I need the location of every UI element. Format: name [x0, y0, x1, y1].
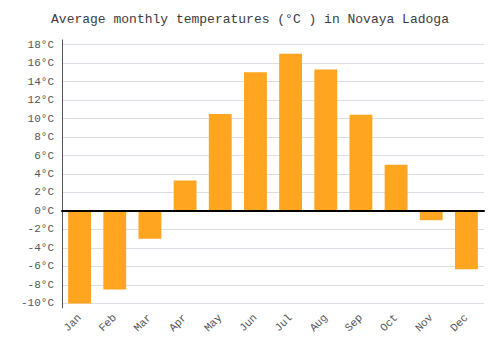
svg-text:18°C: 18°C [28, 39, 55, 51]
svg-text:10°C: 10°C [28, 113, 55, 125]
svg-text:-6°C: -6°C [28, 260, 55, 272]
svg-text:Sep: Sep [343, 312, 365, 334]
svg-text:4°C: 4°C [34, 168, 54, 180]
svg-text:Jul: Jul [272, 312, 294, 334]
svg-text:12°C: 12°C [28, 94, 55, 106]
svg-text:14°C: 14°C [28, 76, 55, 88]
svg-text:-8°C: -8°C [28, 279, 55, 291]
svg-text:-10°C: -10°C [21, 297, 54, 309]
svg-text:16°C: 16°C [28, 57, 55, 69]
svg-text:Apr: Apr [167, 312, 189, 334]
svg-text:Average monthly temperatures (: Average monthly temperatures (°C ) in No… [51, 12, 449, 27]
svg-text:-2°C: -2°C [28, 223, 55, 235]
svg-text:May: May [202, 311, 225, 334]
svg-text:Jun: Jun [237, 312, 259, 334]
svg-text:Jan: Jan [61, 312, 83, 334]
svg-text:2°C: 2°C [34, 186, 54, 198]
svg-text:-4°C: -4°C [28, 242, 55, 254]
svg-text:0°C: 0°C [34, 205, 54, 217]
svg-text:8°C: 8°C [34, 131, 54, 143]
svg-text:Feb: Feb [97, 312, 119, 334]
svg-text:Oct: Oct [378, 312, 400, 334]
svg-text:Dec: Dec [448, 312, 470, 334]
svg-text:Nov: Nov [413, 311, 436, 334]
svg-text:Aug: Aug [308, 312, 330, 334]
svg-text:Mar: Mar [132, 312, 154, 334]
svg-text:6°C: 6°C [34, 150, 54, 162]
